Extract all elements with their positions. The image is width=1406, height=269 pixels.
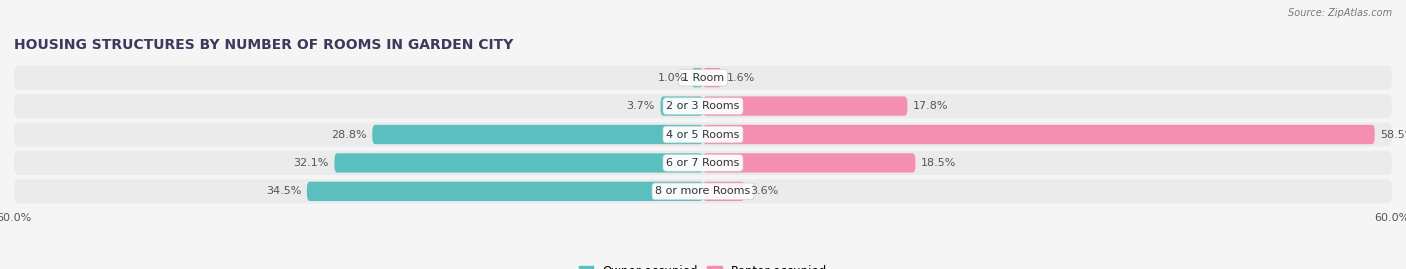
Text: 1.0%: 1.0% [658,73,686,83]
Text: 17.8%: 17.8% [912,101,949,111]
Text: 3.7%: 3.7% [627,101,655,111]
Text: Source: ZipAtlas.com: Source: ZipAtlas.com [1288,8,1392,18]
Text: 18.5%: 18.5% [921,158,956,168]
FancyBboxPatch shape [703,68,721,87]
FancyBboxPatch shape [335,153,703,173]
Text: 58.5%: 58.5% [1381,129,1406,140]
FancyBboxPatch shape [14,122,1392,147]
FancyBboxPatch shape [703,182,744,201]
FancyBboxPatch shape [307,182,703,201]
Text: 3.6%: 3.6% [749,186,779,196]
Text: 28.8%: 28.8% [330,129,367,140]
FancyBboxPatch shape [373,125,703,144]
FancyBboxPatch shape [661,96,703,116]
Legend: Owner-occupied, Renter-occupied: Owner-occupied, Renter-occupied [574,260,832,269]
Text: 6 or 7 Rooms: 6 or 7 Rooms [666,158,740,168]
Text: 4 or 5 Rooms: 4 or 5 Rooms [666,129,740,140]
FancyBboxPatch shape [703,153,915,173]
FancyBboxPatch shape [703,96,907,116]
FancyBboxPatch shape [14,151,1392,175]
FancyBboxPatch shape [14,94,1392,118]
FancyBboxPatch shape [14,179,1392,203]
Text: 1.6%: 1.6% [727,73,755,83]
Text: 1 Room: 1 Room [682,73,724,83]
Text: 32.1%: 32.1% [294,158,329,168]
FancyBboxPatch shape [692,68,703,87]
Text: 8 or more Rooms: 8 or more Rooms [655,186,751,196]
Text: 2 or 3 Rooms: 2 or 3 Rooms [666,101,740,111]
FancyBboxPatch shape [14,66,1392,90]
Text: 34.5%: 34.5% [266,186,301,196]
FancyBboxPatch shape [703,125,1375,144]
Text: HOUSING STRUCTURES BY NUMBER OF ROOMS IN GARDEN CITY: HOUSING STRUCTURES BY NUMBER OF ROOMS IN… [14,38,513,52]
